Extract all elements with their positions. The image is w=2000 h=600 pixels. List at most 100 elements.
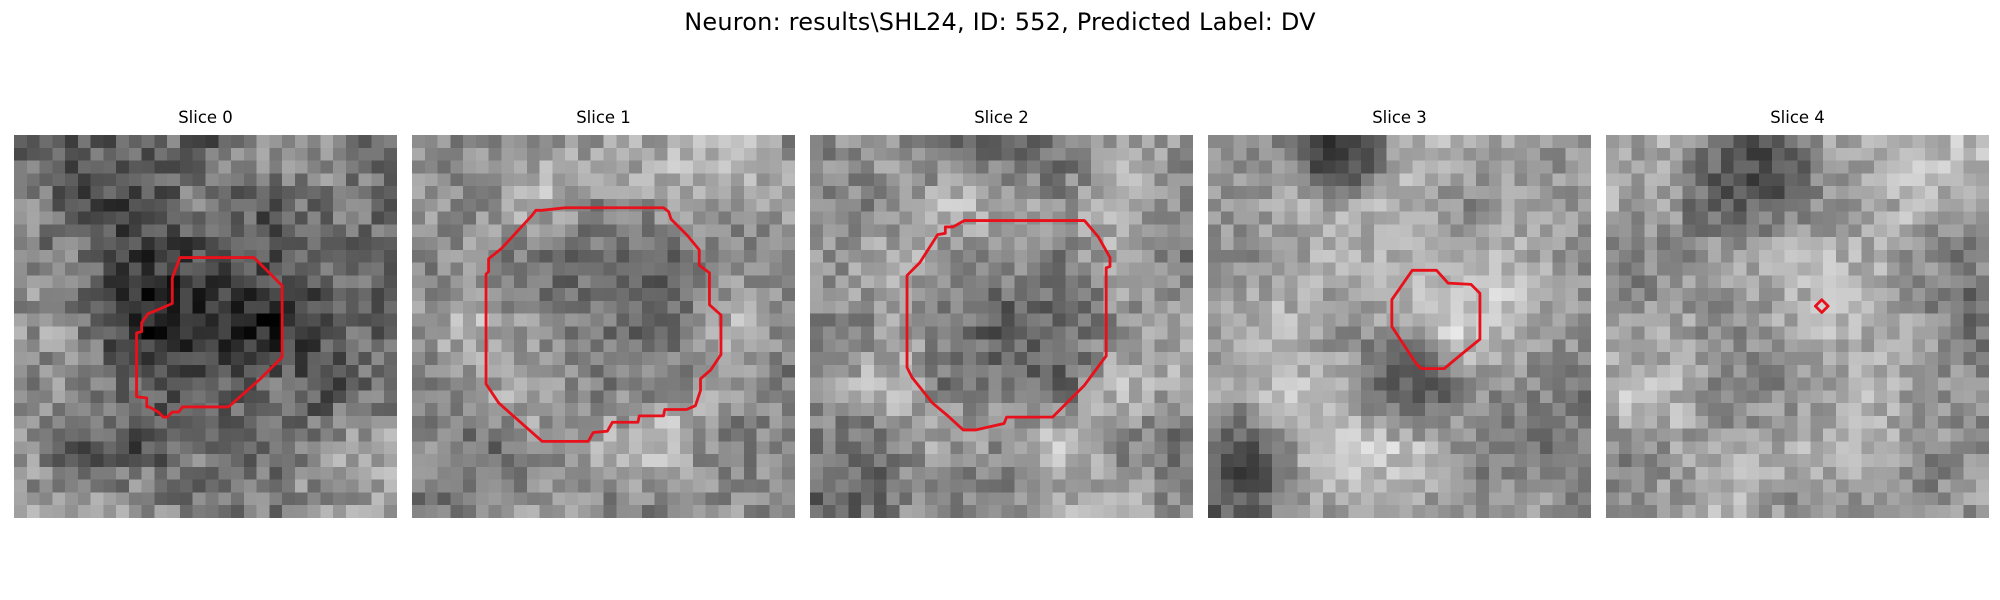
pixel: [295, 237, 308, 250]
pixel: [1272, 390, 1285, 403]
pixel: [40, 467, 53, 480]
pixel: [1272, 237, 1285, 250]
pixel: [1565, 186, 1578, 199]
pixel: [1476, 403, 1489, 416]
pixel: [1823, 403, 1836, 416]
pixel: [731, 237, 744, 250]
pixel: [1861, 173, 1874, 186]
pixel: [578, 173, 591, 186]
pixel: [963, 454, 976, 467]
pixel: [616, 390, 629, 403]
pixel: [1836, 301, 1849, 314]
pixel: [1976, 378, 1989, 391]
pixel: [103, 454, 116, 467]
pixel: [1670, 467, 1683, 480]
pixel: [40, 327, 53, 340]
pixel: [1810, 352, 1823, 365]
pixel: [1527, 505, 1540, 518]
pixel: [1683, 403, 1696, 416]
pixel: [1721, 454, 1734, 467]
pixel: [604, 135, 617, 148]
pixel: [346, 352, 359, 365]
pixel: [438, 173, 451, 186]
pixel: [680, 161, 693, 174]
pixel: [1129, 135, 1142, 148]
pixel: [642, 505, 655, 518]
pixel: [1938, 263, 1951, 276]
pixel: [218, 505, 231, 518]
pixel: [371, 199, 384, 212]
pixel: [604, 250, 617, 263]
pixel: [1002, 250, 1015, 263]
pixel: [565, 161, 578, 174]
pixel: [1463, 429, 1476, 442]
pixel: [731, 467, 744, 480]
pixel: [552, 288, 565, 301]
pixel: [1425, 327, 1438, 340]
pixel: [1167, 135, 1180, 148]
pixel: [1221, 135, 1234, 148]
pixel: [1116, 301, 1129, 314]
pixel: [963, 212, 976, 225]
pixel: [1246, 327, 1259, 340]
pixel: [899, 186, 912, 199]
pixel: [1619, 135, 1632, 148]
pixel: [1336, 467, 1349, 480]
pixel: [1053, 161, 1066, 174]
pixel: [1683, 263, 1696, 276]
pixel: [1078, 454, 1091, 467]
pixel: [1657, 186, 1670, 199]
pixel: [1540, 339, 1553, 352]
pixel: [1208, 480, 1221, 493]
pixel: [1695, 237, 1708, 250]
pixel: [1632, 275, 1645, 288]
pixel: [1900, 327, 1913, 340]
pixel: [912, 224, 925, 237]
pixel: [693, 224, 706, 237]
pixel: [1746, 186, 1759, 199]
pixel: [861, 148, 874, 161]
pixel: [1578, 403, 1591, 416]
pixel: [1619, 505, 1632, 518]
pixel: [1361, 173, 1374, 186]
pixel: [1155, 352, 1168, 365]
pixel: [269, 480, 282, 493]
pixel: [1129, 314, 1142, 327]
pixel: [1323, 454, 1336, 467]
pixel: [1425, 365, 1438, 378]
pixel: [295, 378, 308, 391]
pixel: [1670, 365, 1683, 378]
pixel: [1619, 199, 1632, 212]
pixel: [731, 135, 744, 148]
slice-pixels: [412, 135, 795, 518]
pixel: [1632, 339, 1645, 352]
pixel: [52, 148, 65, 161]
pixel: [1116, 390, 1129, 403]
pixel: [412, 135, 425, 148]
pixel: [1553, 492, 1566, 505]
pixel: [1040, 429, 1053, 442]
pixel: [706, 467, 719, 480]
pixel: [823, 314, 836, 327]
pixel: [1632, 288, 1645, 301]
pixel: [1657, 365, 1670, 378]
pixel: [1310, 339, 1323, 352]
pixel: [629, 148, 642, 161]
pixel: [591, 186, 604, 199]
pixel: [14, 339, 27, 352]
pixel: [565, 327, 578, 340]
pixel: [1951, 250, 1964, 263]
pixel: [27, 378, 40, 391]
pixel: [308, 186, 321, 199]
pixel: [848, 365, 861, 378]
pixel: [1272, 454, 1285, 467]
pixel: [1734, 161, 1747, 174]
pixel: [1336, 288, 1349, 301]
slice-title: Slice 1: [412, 108, 795, 134]
pixel: [103, 135, 116, 148]
pixel: [1285, 237, 1298, 250]
pixel: [1374, 390, 1387, 403]
pixel: [1323, 275, 1336, 288]
pixel: [1849, 429, 1862, 442]
pixel: [1708, 199, 1721, 212]
